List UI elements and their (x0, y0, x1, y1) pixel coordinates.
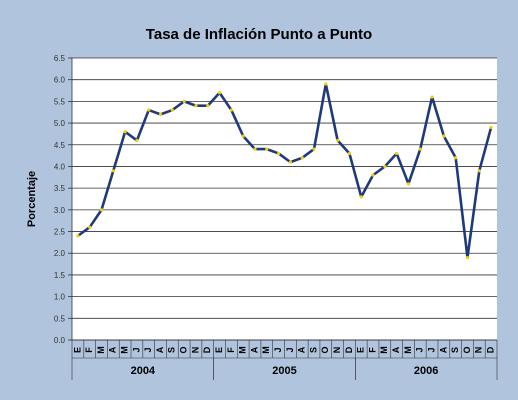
data-point (489, 125, 493, 130)
x-tick-label: A (249, 346, 259, 353)
x-tick-label: D (344, 346, 354, 353)
data-point (336, 138, 340, 143)
y-tick-label: 5.0 (54, 119, 66, 128)
data-point (430, 95, 434, 99)
x-tick-label: A (108, 346, 118, 353)
data-point (300, 156, 304, 160)
y-tick-label: 4.0 (54, 162, 66, 171)
data-point (312, 147, 316, 151)
x-tick-label: M (96, 346, 106, 354)
x-tick-label: F (367, 347, 377, 353)
x-tick-label: F (84, 347, 94, 353)
x-tick-label: S (450, 347, 460, 353)
x-tick-label: A (155, 346, 165, 353)
x-tick-label: J (131, 347, 141, 352)
y-tick-label: 1.5 (54, 271, 66, 280)
x-tick-label: S (308, 347, 318, 353)
y-tick-label: 6.0 (54, 76, 66, 85)
x-tick-label: E (356, 347, 366, 353)
x-tick-label: A (438, 346, 448, 353)
x-tick-label: O (179, 346, 189, 353)
data-point (454, 156, 458, 160)
x-group-label: 2004 (131, 365, 156, 377)
data-point (442, 134, 446, 138)
y-axis-label: Porcentaje (26, 171, 38, 227)
x-tick-label: N (474, 347, 484, 354)
x-tick-label: M (403, 346, 413, 354)
data-point (206, 104, 210, 108)
data-point (324, 82, 328, 86)
x-tick-label: J (285, 347, 295, 352)
x-group-label: 2006 (414, 365, 438, 377)
x-group-label: 2005 (272, 365, 296, 377)
data-point (418, 147, 422, 151)
x-tick-label: O (320, 346, 330, 353)
x-tick-label: M (379, 346, 389, 354)
x-tick-label: N (190, 347, 200, 354)
y-tick-label: 3.0 (54, 206, 66, 215)
data-point (111, 169, 115, 173)
y-tick-label: 6.5 (54, 54, 66, 63)
x-tick-label: O (462, 346, 472, 353)
data-point (276, 151, 281, 156)
x-tick-label: M (261, 346, 271, 354)
x-tick-label: D (485, 346, 495, 353)
data-point (371, 173, 375, 177)
data-point (99, 208, 104, 212)
x-tick-label: J (415, 347, 425, 352)
data-point (288, 160, 293, 164)
data-point (194, 104, 198, 108)
x-tick-label: A (297, 346, 307, 353)
data-point (88, 225, 92, 229)
x-tick-label: A (391, 346, 401, 353)
x-tick-label: F (226, 347, 236, 353)
data-point (76, 234, 80, 238)
data-point (383, 164, 387, 169)
y-tick-label: 2.0 (54, 249, 66, 258)
data-point (359, 195, 363, 199)
x-tick-label: S (167, 347, 177, 353)
data-point (123, 130, 127, 134)
y-tick-label: 3.5 (54, 184, 66, 193)
x-tick-label: N (332, 347, 342, 354)
x-tick-label: D (202, 346, 212, 353)
data-point (253, 147, 257, 151)
y-tick-label: 0.5 (54, 314, 66, 323)
chart-title: Tasa de Inflación Punto a Punto (145, 26, 373, 43)
data-point (217, 91, 222, 95)
x-tick-label: M (120, 346, 130, 354)
y-tick-label: 5.5 (54, 97, 66, 106)
data-point (395, 151, 399, 156)
x-tick-label: J (426, 347, 436, 352)
x-tick-label: J (273, 347, 283, 352)
data-point (158, 112, 163, 116)
y-tick-label: 4.5 (54, 141, 66, 150)
data-point (182, 99, 186, 103)
x-tick-label: M (238, 346, 248, 354)
data-point (406, 182, 411, 186)
y-tick-label: 0.0 (54, 336, 66, 345)
data-point (347, 151, 352, 156)
data-point (465, 255, 470, 260)
plot-area (72, 58, 497, 340)
data-point (241, 134, 245, 138)
x-tick-label: E (214, 347, 224, 353)
data-point (135, 138, 139, 143)
data-point (477, 169, 481, 173)
series-line (77, 82, 493, 259)
x-tick-label: E (72, 347, 82, 353)
data-point (170, 108, 174, 112)
x-tick-label: J (143, 347, 153, 352)
y-tick-label: 1.0 (54, 293, 66, 302)
y-tick-label: 2.5 (54, 228, 66, 237)
data-point (147, 108, 151, 112)
data-point (229, 108, 233, 112)
data-point (265, 147, 269, 151)
